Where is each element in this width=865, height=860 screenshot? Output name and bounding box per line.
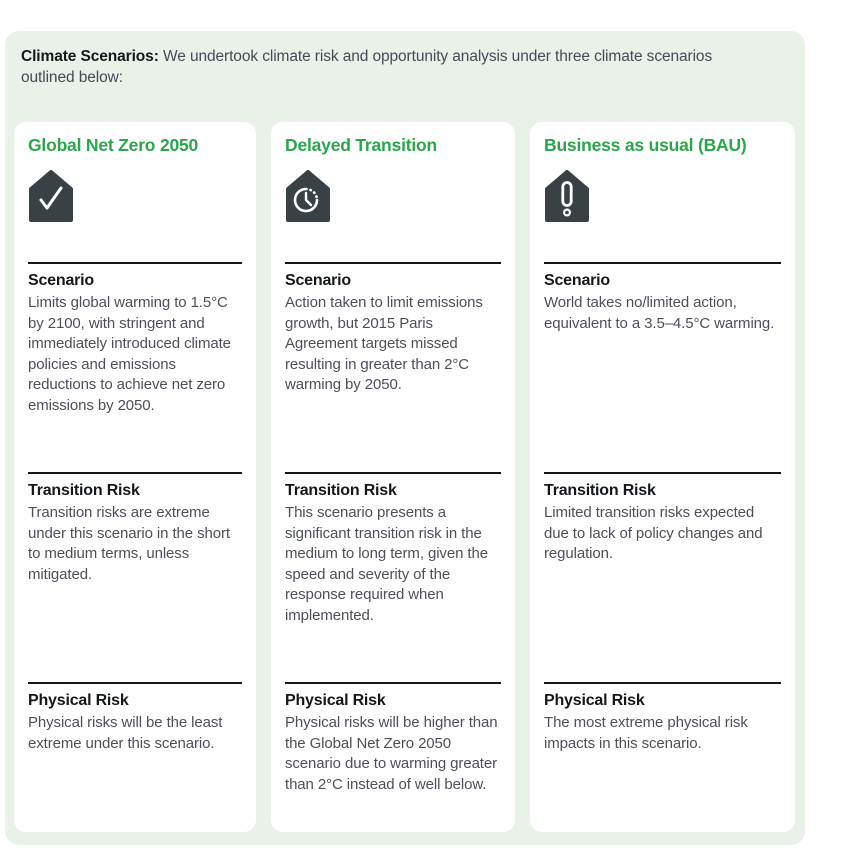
card-head: Delayed Transition	[285, 134, 501, 262]
section-heading: Scenario	[544, 272, 610, 289]
house-check-icon	[28, 169, 74, 223]
section-heading: Scenario	[285, 272, 351, 289]
section-body: Limited transition risks expected due to…	[544, 504, 763, 562]
house-clock-icon	[285, 169, 331, 223]
section-scenario: Scenario Limits global warming to 1.5°C …	[28, 262, 242, 472]
card-delayed-transition: Delayed Transition Scenario Action taken…	[271, 122, 515, 832]
section-body: Physical risks will be the least extreme…	[28, 714, 223, 752]
panel-intro-bold: Climate Scenarios:	[21, 48, 159, 65]
section-heading: Physical Risk	[285, 692, 386, 709]
section-physical-risk: Physical Risk Physical risks will be hig…	[285, 682, 501, 828]
panel-intro-rest: We undertook climate risk and opportunit…	[21, 48, 713, 86]
section-transition-risk: Transition Risk This scenario presents a…	[285, 472, 501, 682]
section-heading: Transition Risk	[285, 482, 397, 499]
card-global-net-zero-2050: Global Net Zero 2050 Scenario Limits glo…	[14, 122, 256, 832]
section-heading: Scenario	[28, 272, 94, 289]
section-body: Limits global warming to 1.5°C by 2100, …	[28, 294, 231, 414]
house-thermometer-icon	[544, 169, 590, 223]
section-scenario: Scenario World takes no/limited action, …	[544, 262, 781, 472]
section-heading: Transition Risk	[28, 482, 140, 499]
section-transition-risk: Transition Risk Limited transition risks…	[544, 472, 781, 682]
climate-scenarios-panel: Climate Scenarios: We undertook climate …	[5, 31, 805, 845]
card-title: Global Net Zero 2050	[28, 135, 199, 155]
section-body: Physical risks will be higher than the G…	[285, 714, 498, 793]
card-title: Business as usual (BAU)	[544, 135, 747, 155]
section-physical-risk: Physical Risk Physical risks will be the…	[28, 682, 242, 828]
section-body: World takes no/limited action, equivalen…	[544, 294, 775, 332]
section-heading: Physical Risk	[544, 692, 645, 709]
section-scenario: Scenario Action taken to limit emissions…	[285, 262, 501, 472]
section-body: This scenario presents a significant tra…	[285, 504, 488, 624]
section-heading: Transition Risk	[544, 482, 656, 499]
section-transition-risk: Transition Risk Transition risks are ext…	[28, 472, 242, 682]
card-title: Delayed Transition	[285, 135, 438, 155]
section-body: Action taken to limit emissions growth, …	[285, 294, 483, 393]
section-body: The most extreme physical risk impacts i…	[544, 714, 748, 752]
panel-intro-text: Climate Scenarios: We undertook climate …	[5, 31, 805, 88]
section-physical-risk: Physical Risk The most extreme physical …	[544, 682, 781, 828]
scenario-cards-row: Global Net Zero 2050 Scenario Limits glo…	[14, 122, 795, 832]
card-business-as-usual: Business as usual (BAU) Scenario World t…	[530, 122, 795, 832]
card-head: Global Net Zero 2050	[28, 134, 242, 262]
card-head: Business as usual (BAU)	[544, 134, 781, 262]
section-body: Transition risks are extreme under this …	[28, 504, 230, 583]
section-heading: Physical Risk	[28, 692, 129, 709]
